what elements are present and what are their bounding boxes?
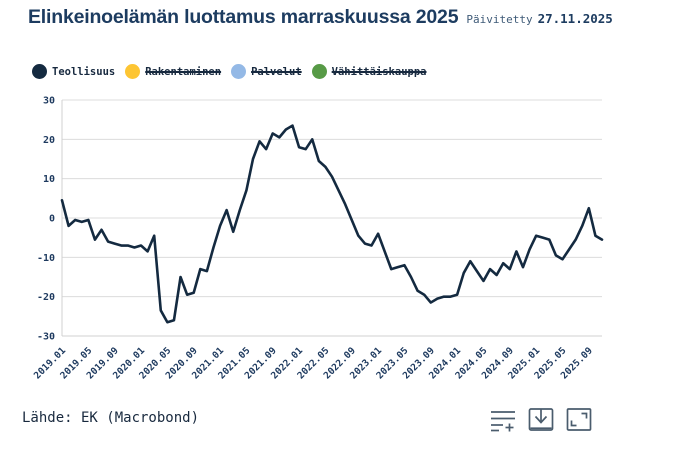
add-series-button[interactable] — [490, 406, 516, 433]
svg-text:20: 20 — [43, 135, 55, 146]
series-color-dot — [311, 64, 327, 79]
source-label: Lähde: EK (Macrobond) — [22, 410, 200, 426]
download-button[interactable] — [528, 406, 554, 433]
svg-text:10: 10 — [43, 174, 55, 185]
add-series-icon — [491, 411, 515, 432]
svg-text:-20: -20 — [37, 292, 55, 303]
page-title: Elinkeinoelämän luottamus marraskuussa 2… — [28, 6, 459, 28]
updated-date: 27.11.2025 — [537, 11, 613, 26]
legend-item-label: Rakentaminen — [145, 65, 222, 78]
series-color-dot — [32, 64, 47, 79]
legend-item-label: Vähittäiskauppa — [331, 65, 427, 78]
fullscreen-button[interactable] — [566, 406, 592, 433]
confidence-line-chart: 3020100-10-20-302019.012019.052019.09202… — [32, 96, 604, 381]
fullscreen-icon — [566, 408, 592, 431]
series-color-dot — [231, 64, 247, 79]
svg-text:30: 30 — [43, 96, 55, 107]
svg-text:-10: -10 — [37, 253, 55, 264]
chart-toolbar — [490, 406, 592, 433]
series-color-dot — [125, 64, 141, 79]
updated-label: Päivitetty — [466, 13, 533, 26]
legend-item-palvelut[interactable]: Palvelut — [231, 64, 302, 79]
legend-item-teollisuus[interactable]: Teollisuus — [32, 64, 115, 79]
legend-item-label: Teollisuus — [52, 65, 116, 78]
chart-header: Elinkeinoelämän luottamus marraskuussa 2… — [28, 6, 613, 29]
svg-text:0: 0 — [49, 214, 55, 225]
chart-legend: Teollisuus Rakentaminen Palvelut Vähittä… — [32, 64, 426, 79]
legend-item-label: Palvelut — [251, 65, 302, 78]
download-icon — [528, 408, 554, 431]
legend-item-vahittaiskauppa[interactable]: Vähittäiskauppa — [311, 64, 427, 79]
svg-text:-30: -30 — [37, 332, 55, 343]
legend-item-rakentaminen[interactable]: Rakentaminen — [125, 64, 221, 79]
